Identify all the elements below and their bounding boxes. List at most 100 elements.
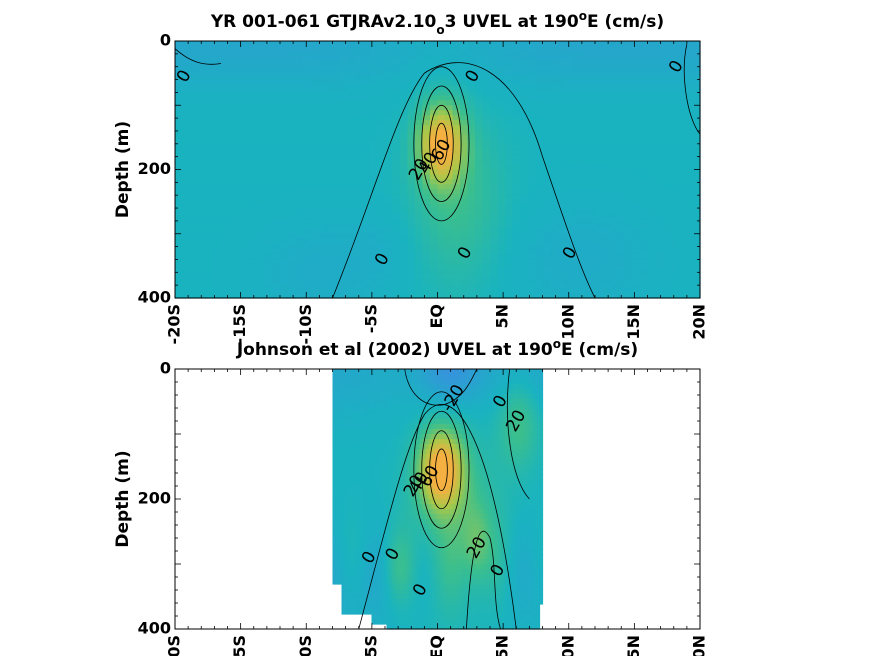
- heatmap-cell: [212, 45, 221, 52]
- heatmap-cell: [370, 120, 379, 126]
- heatmap-cell: [370, 189, 379, 195]
- heatmap-cell: [392, 293, 401, 299]
- heatmap-cell: [350, 474, 355, 480]
- heatmap-cell: [257, 90, 266, 96]
- heatmap-cell: [445, 139, 454, 146]
- heatmap-cell: [565, 144, 574, 151]
- heatmap-cell: [398, 469, 403, 475]
- heatmap-cell: [302, 174, 311, 180]
- heatmap-cell: [482, 100, 491, 106]
- heatmap-cell: [632, 238, 641, 245]
- heatmap-cell: [400, 293, 409, 299]
- heatmap-cell: [310, 85, 319, 92]
- heatmap-cell: [235, 80, 244, 87]
- heatmap-cell: [557, 159, 566, 166]
- heatmap-cell: [542, 50, 551, 57]
- heatmap-cell: [557, 218, 566, 225]
- heatmap-cell: [182, 100, 191, 106]
- heatmap-cell: [580, 65, 589, 72]
- heatmap-cell: [535, 223, 544, 230]
- heatmap-cell: [325, 45, 334, 52]
- heatmap-cell: [347, 243, 356, 250]
- heatmap-cell: [332, 258, 341, 264]
- heatmap-cell: [362, 594, 367, 600]
- heatmap-cell: [422, 110, 431, 116]
- heatmap-cell: [662, 65, 671, 72]
- heatmap-cell: [338, 369, 343, 375]
- heatmap-cell: [395, 459, 400, 465]
- heatmap-cell: [445, 253, 454, 260]
- heatmap-cell: [497, 199, 506, 205]
- heatmap-cell: [380, 444, 385, 450]
- heatmap-cell: [287, 213, 296, 220]
- heatmap-cell: [395, 514, 400, 520]
- heatmap-cell: [422, 129, 431, 136]
- heatmap-cell: [227, 75, 236, 82]
- heatmap-cell: [355, 194, 364, 200]
- heatmap-cell: [374, 539, 379, 545]
- heatmap-cell: [235, 164, 244, 171]
- heatmap-cell: [235, 115, 244, 121]
- heatmap-cell: [341, 464, 346, 470]
- heatmap-cell: [467, 174, 476, 180]
- heatmap-cell: [392, 559, 397, 565]
- heatmap-cell: [430, 218, 439, 225]
- heatmap-cell: [520, 90, 529, 96]
- heatmap-cell: [310, 41, 319, 47]
- heatmap-cell: [338, 469, 343, 475]
- heatmap-cell: [677, 278, 686, 284]
- heatmap-cell: [557, 199, 566, 205]
- heatmap-cell: [527, 228, 536, 235]
- heatmap-cell: [374, 394, 379, 400]
- heatmap-cell: [542, 268, 551, 274]
- heatmap-cell: [392, 534, 397, 540]
- heatmap-cell: [362, 189, 371, 195]
- heatmap-cell: [392, 489, 397, 495]
- heatmap-cell: [407, 204, 416, 210]
- heatmap-cell: [197, 45, 206, 52]
- heatmap-cell: [325, 129, 334, 136]
- heatmap-cell: [362, 159, 371, 166]
- heatmap-cell: [175, 95, 184, 101]
- heatmap-cell: [398, 539, 403, 545]
- heatmap-cell: [205, 134, 214, 141]
- heatmap-cell: [482, 273, 491, 279]
- heatmap-cell: [377, 369, 382, 375]
- heatmap-cell: [341, 379, 346, 385]
- heatmap-cell: [347, 80, 356, 87]
- heatmap-cell: [610, 144, 619, 151]
- heatmap-cell: [389, 519, 394, 525]
- heatmap-cell: [542, 139, 551, 146]
- heatmap-cell: [371, 589, 376, 595]
- heatmap-cell: [280, 159, 289, 166]
- heatmap-cell: [685, 278, 694, 284]
- heatmap-cell: [317, 199, 326, 205]
- heatmap-cell: [625, 248, 634, 255]
- heatmap-cell: [595, 125, 604, 131]
- heatmap-cell: [677, 70, 686, 77]
- heatmap-cell: [395, 404, 400, 410]
- heatmap-cell: [692, 273, 701, 279]
- heatmap-cell: [685, 41, 694, 47]
- heatmap-cell: [490, 169, 499, 176]
- heatmap-cell: [392, 429, 397, 435]
- heatmap-cell: [415, 80, 424, 87]
- heatmap-cell: [467, 258, 476, 264]
- heatmap-cell: [595, 60, 604, 67]
- heatmap-cell: [395, 584, 400, 590]
- heatmap-cell: [335, 544, 340, 550]
- heatmap-cell: [368, 574, 373, 580]
- heatmap-cell: [389, 559, 394, 565]
- heatmap-cell: [505, 199, 514, 205]
- heatmap-cell: [197, 174, 206, 180]
- heatmap-cell: [310, 90, 319, 96]
- heatmap-cell: [430, 164, 439, 171]
- heatmap-cell: [685, 218, 694, 225]
- heatmap-cell: [557, 105, 566, 111]
- heatmap-cell: [490, 55, 499, 62]
- heatmap-cell: [250, 120, 259, 126]
- heatmap-cell: [632, 273, 641, 279]
- heatmap-cell: [370, 144, 379, 151]
- heatmap-cell: [359, 444, 364, 450]
- heatmap-cell: [512, 90, 521, 96]
